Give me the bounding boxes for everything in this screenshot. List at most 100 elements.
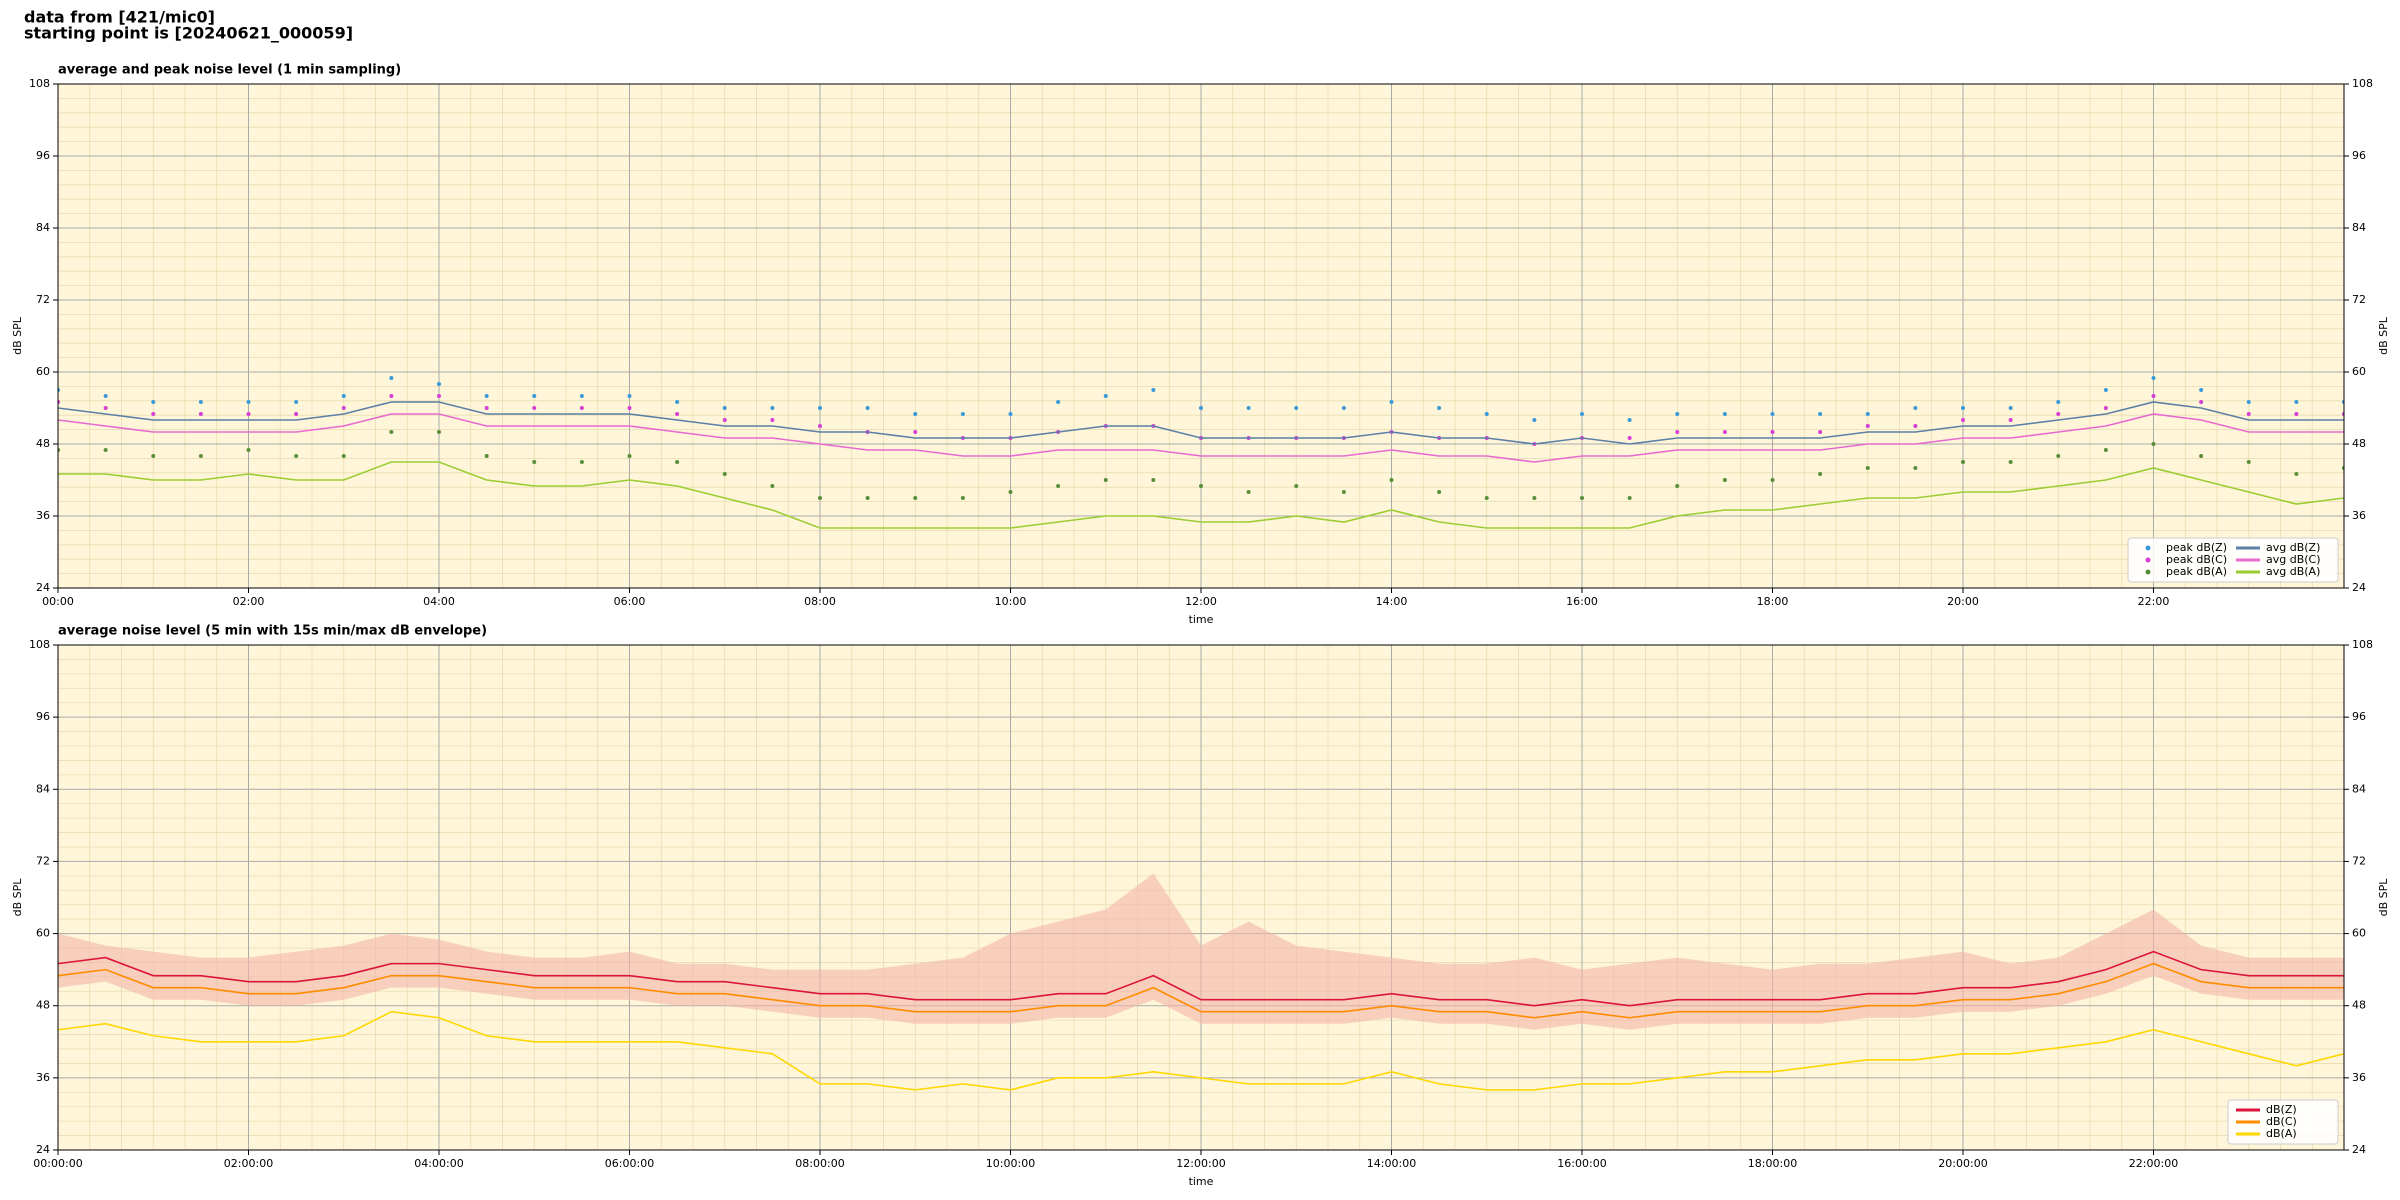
- y-axis-label: dB SPL: [2377, 878, 2390, 917]
- plot-layer: [58, 376, 2344, 529]
- peak-point: [246, 400, 251, 404]
- peak-point: [2199, 454, 2204, 458]
- peak-point: [865, 406, 870, 410]
- peak-point: [1913, 406, 1918, 410]
- y-tick-label: 84: [36, 782, 50, 795]
- peak-point: [1627, 496, 1632, 500]
- series-line: [58, 950, 2344, 1007]
- peak-point: [437, 382, 441, 386]
- legend-label: peak dB(Z): [2166, 541, 2227, 554]
- y-tick-label: 60: [36, 365, 50, 378]
- y-axis-label: dB SPL: [2377, 316, 2390, 355]
- peak-point: [294, 412, 299, 416]
- peak-point: [1532, 496, 1537, 500]
- peak-point: [1103, 478, 1108, 482]
- y-tick-label: 96: [36, 710, 50, 723]
- peak-point: [1484, 496, 1489, 500]
- y-tick-label: 108: [29, 638, 50, 651]
- peak-point: [913, 430, 918, 434]
- legend-label: avg dB(Z): [2266, 541, 2320, 554]
- y-tick-label: 96: [2352, 710, 2366, 723]
- x-tick-label: 00:00:00: [33, 1157, 82, 1170]
- legend-label: dB(Z): [2266, 1103, 2297, 1116]
- y-tick-label: 48: [36, 437, 50, 450]
- x-tick-label: 10:00:00: [986, 1157, 1035, 1170]
- peak-point: [1675, 484, 1680, 488]
- y-tick-label: 24: [2352, 581, 2366, 594]
- chart-title: average and peak noise level (1 min samp…: [58, 63, 401, 78]
- x-tick-label: 06:00:00: [605, 1157, 654, 1170]
- peak-point: [675, 412, 680, 416]
- peak-point: [1722, 430, 1727, 434]
- y-tick-label: 108: [2352, 638, 2373, 651]
- legend-label: peak dB(A): [2166, 565, 2227, 578]
- y-tick-label: 60: [2352, 365, 2366, 378]
- peak-point: [294, 400, 299, 404]
- peak-point: [1627, 418, 1632, 422]
- peak-point: [2008, 418, 2013, 422]
- peak-point: [2056, 400, 2061, 404]
- legend-marker: [2145, 557, 2151, 563]
- peak-point: [1056, 484, 1061, 488]
- x-tick-label: 08:00: [804, 595, 836, 608]
- peak-point: [913, 496, 918, 500]
- peak-point: [1770, 412, 1775, 416]
- legend-label: peak dB(C): [2166, 553, 2227, 566]
- peak-point: [2246, 412, 2251, 416]
- peak-point: [770, 418, 775, 422]
- y-tick-label: 24: [36, 1143, 50, 1156]
- peak-point: [1818, 472, 1823, 476]
- peak-point: [246, 412, 251, 416]
- peak-point: [865, 496, 870, 500]
- x-tick-label: 16:00: [1566, 595, 1598, 608]
- peak-point: [1675, 412, 1680, 416]
- y-tick-label: 60: [2352, 927, 2366, 940]
- peak-point: [1770, 478, 1775, 482]
- x-tick-label: 08:00:00: [795, 1157, 844, 1170]
- x-tick-label: 10:00: [995, 595, 1027, 608]
- peak-point: [2008, 406, 2013, 410]
- peak-point: [2103, 406, 2108, 410]
- peak-point: [1389, 400, 1394, 404]
- peak-point: [1103, 394, 1108, 398]
- peak-point: [1484, 412, 1489, 416]
- peak-point: [1913, 466, 1918, 470]
- y-tick-label: 60: [36, 927, 50, 940]
- peak-point: [2151, 442, 2156, 446]
- peak-point: [1437, 406, 1442, 410]
- legend-label: avg dB(C): [2266, 553, 2321, 566]
- peak-point: [818, 406, 822, 410]
- x-tick-label: 12:00:00: [1176, 1157, 1225, 1170]
- peak-point: [2103, 448, 2108, 452]
- envelope-area: [58, 873, 2344, 1030]
- peak-point: [1961, 460, 1965, 464]
- peak-point: [722, 472, 727, 476]
- peak-point: [675, 400, 680, 404]
- peak-point: [818, 496, 822, 500]
- legend-label: dB(C): [2266, 1115, 2297, 1128]
- y-tick-label: 84: [36, 221, 50, 234]
- peak-point: [960, 496, 965, 500]
- peak-point: [1294, 406, 1299, 410]
- x-tick-label: 14:00: [1376, 595, 1408, 608]
- peak-point: [1199, 484, 1203, 488]
- y-tick-label: 24: [2352, 1143, 2366, 1156]
- peak-point: [532, 406, 537, 410]
- series-line: [58, 413, 2344, 463]
- peak-point: [1722, 412, 1727, 416]
- peak-point: [579, 406, 584, 410]
- y-tick-label: 48: [2352, 437, 2366, 450]
- peak-point: [722, 418, 727, 422]
- y-tick-label: 108: [2352, 77, 2373, 90]
- legend-label: dB(A): [2266, 1127, 2297, 1140]
- y-tick-label: 24: [36, 581, 50, 594]
- peak-point: [627, 454, 632, 458]
- x-tick-label: 04:00:00: [414, 1157, 463, 1170]
- peak-point: [1675, 430, 1680, 434]
- peak-point: [818, 424, 822, 428]
- peak-point: [1151, 388, 1156, 392]
- peak-point: [2008, 460, 2013, 464]
- peak-point: [151, 454, 156, 458]
- peak-point: [627, 394, 632, 398]
- x-tick-label: 16:00:00: [1557, 1157, 1606, 1170]
